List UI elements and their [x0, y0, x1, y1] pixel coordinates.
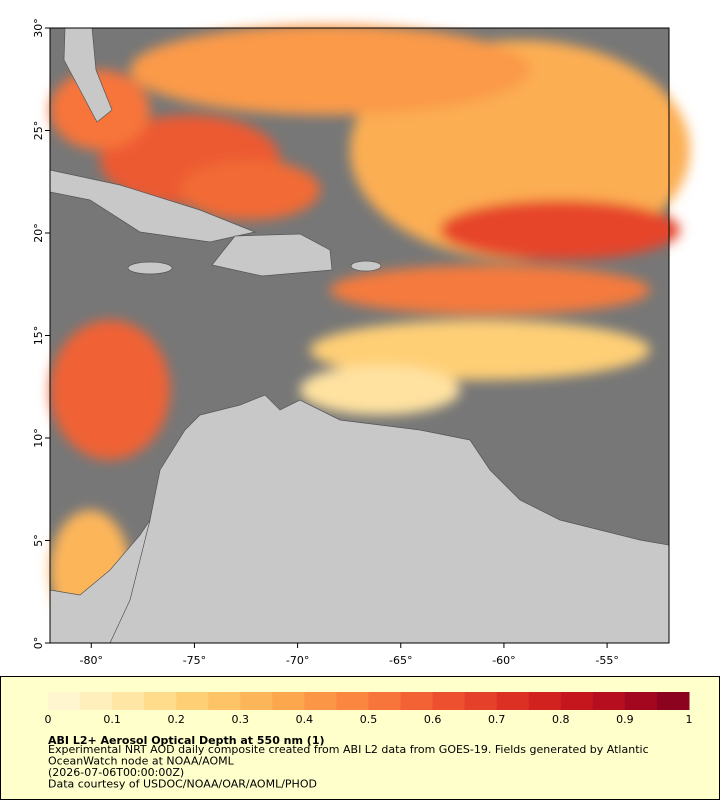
x-tick-label: -55°: [595, 654, 618, 667]
colorbar-tick-label: 0.5: [360, 713, 378, 726]
colorbar-swatch: [368, 692, 402, 710]
y-tick-label: 5°: [32, 534, 45, 547]
colorbar-tick-label: 0.1: [103, 713, 121, 726]
colorbar-swatch: [400, 692, 434, 710]
colorbar-swatch: [176, 692, 209, 710]
colorbar-tick-label: 0.8: [552, 713, 570, 726]
y-tick-label: 30°: [32, 18, 45, 38]
colorbar-swatch: [560, 692, 594, 710]
y-tick-label: 20°: [32, 223, 45, 243]
map: [49, 25, 690, 644]
colorbar-tick-label: 0.9: [616, 713, 634, 726]
colorbar-tick-label: 0.3: [232, 713, 250, 726]
colorbar-swatch: [112, 692, 145, 710]
colorbar-swatch: [336, 692, 369, 710]
colorbar-swatch: [208, 692, 241, 710]
colorbar-tick-label: 0.6: [424, 713, 442, 726]
aerosol: [50, 25, 690, 630]
colorbar-swatch: [464, 692, 498, 710]
colorbar-tick-label: 0.2: [167, 713, 185, 726]
x-tick-label: -60°: [492, 654, 515, 667]
colorbar-swatch: [48, 692, 81, 710]
land: [49, 27, 670, 644]
y-tick-label: 10°: [32, 428, 45, 448]
colorbar-swatch: [144, 692, 177, 710]
colorbar-swatch: [80, 692, 113, 710]
y-tick-label: 0°: [32, 637, 45, 650]
colorbar-swatch: [240, 692, 273, 710]
colorbar-tick-label: 0.7: [488, 713, 506, 726]
x-tick-label: -75°: [183, 654, 206, 667]
colorbar-tick-label: 1: [686, 713, 693, 726]
colorbar-swatch: [528, 692, 562, 710]
x-tick-label: -65°: [389, 654, 412, 667]
caption-line: Data courtesy of USDOC/NOAA/OAR/AOML/PHO…: [48, 778, 317, 791]
colorbar-swatch: [656, 692, 690, 710]
x-tick-label: -70°: [286, 654, 309, 667]
caption-line: (2026-07-06T00:00:00Z): [48, 766, 184, 779]
caption-title: ABI L2+ Aerosol Optical Depth at 550 nm …: [48, 734, 325, 747]
y-tick-label: 15°: [32, 326, 45, 346]
caption-line: OceanWatch node at NOAA/AOML: [48, 755, 235, 768]
colorbar-swatch: [496, 692, 530, 710]
y-tick-label: 25°: [32, 121, 45, 141]
x-tick-label: -80°: [80, 654, 103, 667]
colorbar-swatch: [272, 692, 305, 710]
colorbar-swatch: [592, 692, 626, 710]
caption-line: Experimental NRT AOD daily composite cre…: [48, 743, 649, 756]
colorbar-swatch: [624, 692, 658, 710]
colorbar-swatch: [432, 692, 466, 710]
colorbar-tick-label: 0: [45, 713, 52, 726]
colorbar-tick-label: 0.4: [296, 713, 314, 726]
colorbar-swatch: [304, 692, 337, 710]
